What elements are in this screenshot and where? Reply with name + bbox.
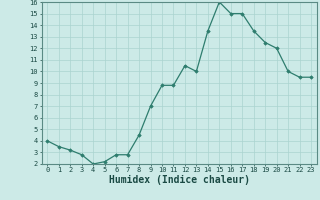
X-axis label: Humidex (Indice chaleur): Humidex (Indice chaleur): [109, 175, 250, 185]
